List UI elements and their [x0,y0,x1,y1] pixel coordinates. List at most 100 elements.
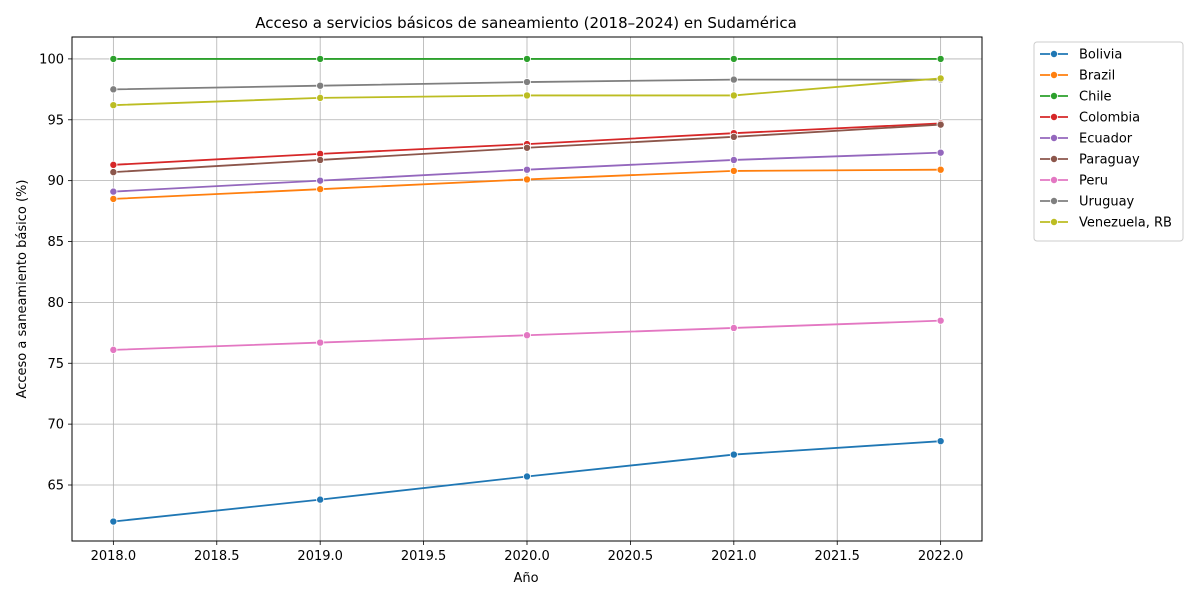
legend-label: Paraguay [1079,153,1140,168]
data-point-paraguay [729,132,738,141]
legend-item: Brazil [1040,69,1115,84]
legend-label: Venezuela, RB [1079,216,1172,231]
legend-item: Colombia [1040,111,1140,126]
legend-label: Ecuador [1079,132,1133,147]
legend-item: Venezuela, RB [1040,216,1172,231]
data-point-bolivia [523,472,532,481]
legend-label: Chile [1079,90,1112,105]
data-point-venezuela-rb [316,93,325,102]
legend-label: Uruguay [1079,195,1135,210]
series-paraguay [109,120,945,177]
data-point-peru [316,338,325,347]
data-point-brazil [936,165,945,174]
data-point-chile [523,54,532,63]
legend-item: Uruguay [1040,195,1135,210]
data-point-bolivia [109,517,118,526]
data-point-uruguay [316,81,325,90]
y-tick-label: 70 [47,418,64,433]
data-point-brazil [729,166,738,175]
legend-item: Peru [1040,174,1108,189]
legend-item: Paraguay [1040,153,1140,168]
data-point-peru [109,345,118,354]
legend-item: Ecuador [1040,132,1133,147]
legend-label: Brazil [1079,69,1115,84]
data-point-ecuador [523,165,532,174]
data-point-bolivia [936,437,945,446]
series-peru [109,316,945,354]
grid [72,37,982,541]
data-point-bolivia [729,450,738,459]
legend-swatch-marker [1050,133,1059,142]
x-tick-label: 2021.0 [711,549,757,564]
legend-swatch-marker [1050,196,1059,205]
data-point-ecuador [316,176,325,185]
series-lines [109,54,945,526]
x-tick-label: 2020.0 [504,549,550,564]
legend-swatch-marker [1050,175,1059,184]
data-point-venezuela-rb [523,91,532,100]
x-tick-label: 2019.0 [297,549,343,564]
legend-swatch-marker [1050,113,1059,122]
x-tick-label: 2018.5 [194,549,240,564]
data-point-brazil [523,175,532,184]
x-axis-label: Año [513,571,538,586]
y-tick-label: 75 [47,357,64,372]
data-point-paraguay [523,143,532,152]
x-tick-label: 2022.0 [918,549,964,564]
legend-item: Chile [1040,90,1112,105]
data-point-bolivia [316,495,325,504]
data-point-paraguay [936,120,945,129]
x-tick-label: 2020.5 [608,549,654,564]
legend-label: Colombia [1079,111,1140,126]
series-venezuela-rb [109,74,945,110]
data-point-brazil [109,194,118,203]
legend-swatch-marker [1050,71,1059,80]
legend-swatch-marker [1050,50,1059,59]
chart-title: Acceso a servicios básicos de saneamient… [255,14,797,32]
legend-swatch-marker [1050,217,1059,226]
y-tick-label: 80 [47,296,64,311]
data-point-ecuador [936,148,945,157]
data-point-chile [316,54,325,63]
data-point-venezuela-rb [109,101,118,110]
legend-frame [1033,41,1184,242]
y-tick-label: 100 [39,52,64,67]
y-tick-label: 85 [47,235,64,250]
y-tick-label: 90 [47,174,64,189]
series-brazil [109,165,945,203]
legend-label: Peru [1079,174,1108,189]
data-point-chile [109,54,118,63]
data-point-chile [729,54,738,63]
data-point-paraguay [109,168,118,177]
data-point-venezuela-rb [729,91,738,100]
series-ecuador [109,148,945,196]
legend: Bolivia Brazil Chile Colombia Ecuador Paragua… [1033,41,1184,242]
x-axis: 2018.0 2018.5 2019.0 2019.5 2020.0 2020.5 2021… [91,541,964,564]
data-point-chile [936,54,945,63]
x-tick-label: 2021.5 [814,549,860,564]
data-point-paraguay [316,155,325,164]
y-tick-label: 65 [47,479,64,494]
legend-item: Bolivia [1040,48,1122,63]
data-point-venezuela-rb [936,74,945,83]
data-point-colombia [109,160,118,169]
data-point-uruguay [729,75,738,84]
data-point-ecuador [109,187,118,196]
series-bolivia [109,437,945,526]
data-point-brazil [316,185,325,194]
legend-label: Bolivia [1079,48,1122,63]
series-chile [109,54,945,63]
y-axis-label: Acceso a saneamiento básico (%) [15,180,30,399]
data-point-peru [729,323,738,332]
data-point-uruguay [523,78,532,87]
x-tick-label: 2018.0 [91,549,137,564]
legend-swatch-marker [1050,154,1059,163]
y-axis: 65 70 75 80 85 90 95 100 [39,52,72,494]
data-point-peru [936,316,945,325]
x-tick-label: 2019.5 [401,549,447,564]
legend-swatch-marker [1050,92,1059,101]
data-point-ecuador [729,155,738,164]
data-point-peru [523,331,532,340]
